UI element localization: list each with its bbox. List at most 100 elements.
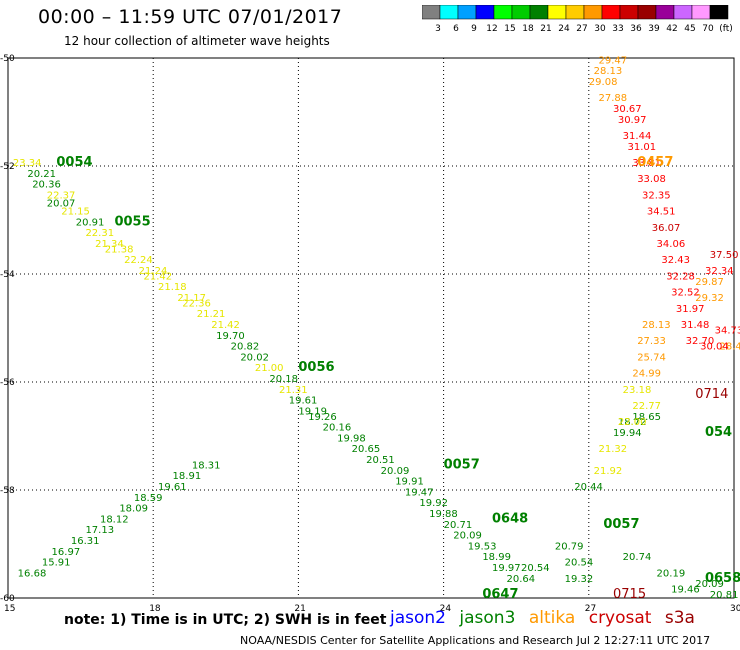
data-point-label: 16.97 xyxy=(52,547,81,558)
pass-time-label: 0457 xyxy=(637,155,673,170)
chart-title: 00:00 – 11:59 UTC 07/01/2017 xyxy=(38,6,343,28)
data-point-label: 20.64 xyxy=(507,574,536,585)
data-point-label: 22.24 xyxy=(124,255,153,266)
legend-label: 39 xyxy=(648,24,660,34)
data-point-label: 21.17 xyxy=(177,293,206,304)
data-point-label: 20.19 xyxy=(657,568,686,579)
y-tick-label: -58 xyxy=(0,486,15,496)
satellite-cryosat: cryosat xyxy=(588,608,652,628)
data-point-label: 36.07 xyxy=(652,223,681,234)
data-point-label: 31.01 xyxy=(628,142,657,153)
data-point-label: 33.81 xyxy=(632,158,661,169)
data-point-label: 18.59 xyxy=(134,493,163,504)
data-point-label: 20.81 xyxy=(710,590,739,601)
data-point-label: 18.09 xyxy=(119,504,148,515)
data-point-label: 20.18 xyxy=(269,374,298,385)
legend-label: 12 xyxy=(486,24,497,34)
data-point-label: 37.50 xyxy=(710,250,739,261)
data-point-label: 30.04 xyxy=(700,342,729,353)
y-tick-label: -56 xyxy=(0,378,15,388)
data-point-label: 19.70 xyxy=(216,331,245,342)
legend-label: 42 xyxy=(666,24,677,34)
note-text: note: 1) Time is in UTC; 2) SWH is in fe… xyxy=(64,612,387,628)
data-point-label: 16.31 xyxy=(71,536,100,547)
legend-label: 24 xyxy=(558,24,570,34)
data-point-label: 20.09 xyxy=(695,579,724,590)
data-point-label: 31.97 xyxy=(676,304,705,315)
data-point-label: 34.06 xyxy=(657,239,686,250)
data-point-label: 21.18 xyxy=(158,282,187,293)
data-point-label: 0714 xyxy=(695,387,728,402)
data-point-label: 20.16 xyxy=(323,423,352,434)
data-point-label: 25.74 xyxy=(637,352,666,363)
data-point-label: 20.09 xyxy=(453,531,482,542)
data-point-label: 19.88 xyxy=(429,509,458,520)
data-point-label: 19.32 xyxy=(565,574,594,585)
legend-label: 33 xyxy=(612,24,623,34)
data-point-label: 22.77 xyxy=(632,401,661,412)
data-point-label: 21.34 xyxy=(95,239,124,250)
data-point-label: 20.51 xyxy=(366,455,395,466)
legend-label: 27 xyxy=(576,24,587,34)
pass-time-label: 0054 xyxy=(56,155,92,170)
x-tick-label: 27 xyxy=(585,604,596,614)
legend-label: 70 xyxy=(702,24,714,34)
data-point-label: 20.21 xyxy=(27,169,56,180)
pass-time-label: 0648 xyxy=(492,511,528,526)
data-point-label: 20.71 xyxy=(444,520,473,531)
data-point-label: 29.87 xyxy=(695,277,724,288)
data-point-label: 20.02 xyxy=(240,352,269,363)
x-tick-label: 24 xyxy=(440,604,452,614)
data-point-label: 20.54 xyxy=(565,558,594,569)
data-point-label: 32.70 xyxy=(686,336,715,347)
legend-label: 15 xyxy=(504,24,515,34)
data-point-label: 32.34 xyxy=(705,266,734,277)
data-point-label: 20.36 xyxy=(32,180,61,191)
data-point-label: 33.08 xyxy=(637,174,666,185)
data-point-label: 21.42 xyxy=(211,320,240,331)
data-point-label: 20.44 xyxy=(574,482,603,493)
data-point-label: 20.91 xyxy=(76,217,105,228)
data-point-label: 28.13 xyxy=(642,320,671,331)
data-point-label: 19.61 xyxy=(289,396,318,407)
data-point-label: 22.00 xyxy=(618,417,647,428)
data-point-label: 28.45 xyxy=(719,342,740,353)
data-point-label: 21.00 xyxy=(255,363,284,374)
data-point-label: 18.91 xyxy=(173,471,202,482)
legend-label: 36 xyxy=(630,24,642,34)
data-point-label: 20.07 xyxy=(47,199,76,210)
data-point-label: 21.38 xyxy=(105,244,134,255)
data-point-label: 31.44 xyxy=(623,131,652,142)
data-point-label: 27.88 xyxy=(598,93,627,104)
data-point-label: 18.12 xyxy=(100,514,129,525)
data-point-label: 18.72 xyxy=(618,417,647,428)
y-tick-label: -50 xyxy=(0,54,15,64)
data-point-label: 21.92 xyxy=(594,466,623,477)
data-point-label: 29.08 xyxy=(589,77,618,88)
data-point-label: 20.82 xyxy=(231,342,260,353)
legend-label: 21 xyxy=(540,24,551,34)
plot-frame xyxy=(7,57,735,599)
y-tick-label: -54 xyxy=(0,270,15,280)
data-point-label: 32.43 xyxy=(661,255,690,266)
x-tick-label: 15 xyxy=(4,604,15,614)
data-point-label: 28.13 xyxy=(594,66,623,77)
legend-label: 9 xyxy=(471,24,477,34)
data-point-label: 15.91 xyxy=(42,558,71,569)
footer-credit: NOAA/NESDIS Center for Satellite Applica… xyxy=(240,634,711,647)
pass-time-label: 0055 xyxy=(114,214,150,229)
data-point-label: 22.36 xyxy=(182,298,211,309)
data-point-label: 32.35 xyxy=(642,190,671,201)
x-tick-label: 30 xyxy=(730,604,740,614)
data-point-label: 19.53 xyxy=(468,541,497,552)
legend-label: 18 xyxy=(522,24,534,34)
data-point-label: 23.34 xyxy=(13,158,42,169)
legend-label: 3 xyxy=(435,24,441,34)
y-tick-label: -60 xyxy=(0,594,15,604)
data-point-label: 21.15 xyxy=(61,207,90,218)
data-point-label: 20.54 xyxy=(521,563,550,574)
data-point-label: 29.47 xyxy=(598,55,627,66)
satellite-jason2: jason2 xyxy=(390,608,446,628)
data-point-label: 20.09 xyxy=(381,466,410,477)
